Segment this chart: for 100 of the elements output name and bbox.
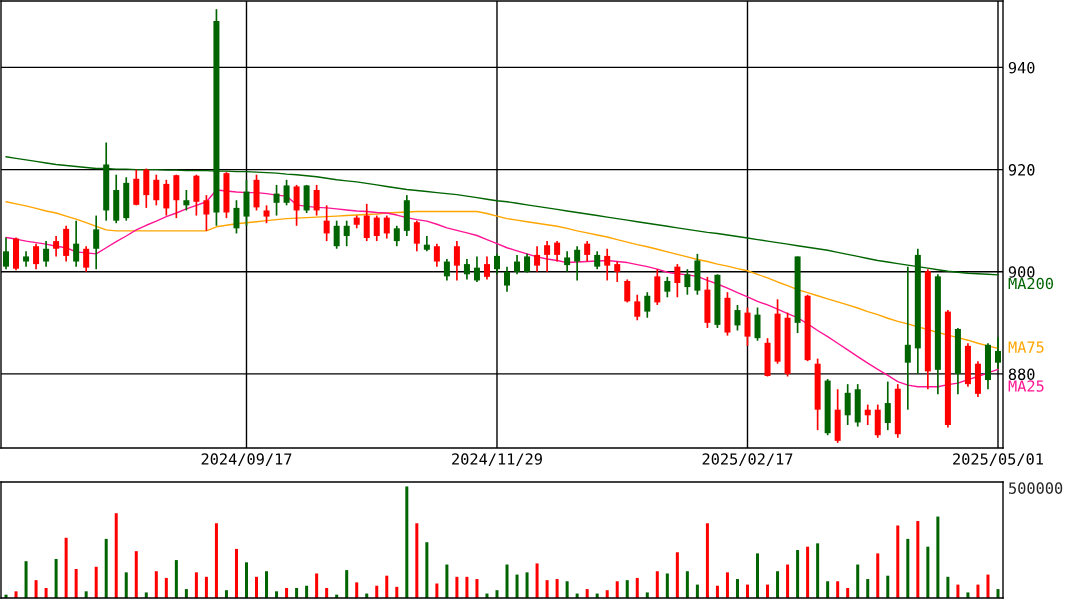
y-tick-label: 880	[1008, 368, 1035, 380]
bar	[214, 523, 218, 598]
bar	[204, 576, 208, 598]
candlestick	[73, 219, 80, 268]
bar	[886, 575, 890, 598]
bar	[756, 553, 760, 598]
bar	[776, 571, 780, 598]
y-tick-label: 920	[1008, 164, 1035, 176]
series-label: MA200	[1008, 277, 1054, 290]
bar	[505, 564, 509, 598]
bar	[134, 551, 138, 598]
bar	[956, 584, 960, 598]
bar	[866, 579, 870, 598]
bar	[625, 580, 629, 598]
bar	[826, 581, 830, 598]
bar	[224, 590, 228, 598]
bar	[385, 575, 389, 598]
bar	[675, 552, 679, 598]
bar	[325, 587, 329, 598]
candlestick	[473, 255, 480, 283]
bar	[465, 576, 469, 598]
bar	[896, 525, 900, 598]
bar	[295, 587, 299, 598]
bar	[285, 587, 289, 598]
bar	[64, 537, 68, 598]
bar	[705, 523, 709, 598]
bar	[565, 581, 569, 598]
bar	[615, 581, 619, 598]
bar	[525, 572, 529, 598]
candlestick	[43, 240, 50, 268]
bar	[605, 590, 609, 598]
x-tick-label: 2024/11/29	[452, 453, 542, 466]
candlestick	[584, 240, 591, 263]
candlestick	[333, 219, 340, 250]
bar	[445, 564, 449, 598]
bar	[856, 564, 860, 598]
bar	[735, 579, 739, 598]
candlestick	[684, 268, 691, 296]
candlestick	[93, 214, 100, 271]
candlestick	[664, 276, 671, 299]
bar	[695, 584, 699, 598]
bar	[655, 571, 659, 598]
candlestick	[493, 253, 500, 276]
candlestick	[53, 235, 60, 258]
y-tick-label: 900	[1008, 266, 1035, 278]
candlestick	[544, 240, 551, 273]
candlestick	[624, 278, 631, 304]
bar	[234, 548, 238, 598]
candlestick	[994, 336, 1001, 370]
candlestick	[383, 214, 390, 240]
x-tick-label: 2025/05/01	[953, 453, 1043, 466]
candlestick	[443, 258, 450, 282]
bar	[635, 577, 639, 598]
text: 500000	[1009, 482, 1063, 494]
bar	[796, 550, 800, 598]
bar	[455, 576, 459, 598]
bar	[495, 590, 499, 598]
x-tick-label: 2024/09/17	[201, 453, 292, 466]
bar	[836, 581, 840, 598]
candlestick	[33, 242, 40, 271]
candlestick	[514, 254, 521, 276]
candlestick	[363, 202, 370, 242]
candlestick	[504, 265, 511, 293]
candlestick	[453, 240, 460, 282]
bar	[164, 577, 168, 598]
bar	[345, 570, 349, 598]
candlestick	[754, 306, 761, 342]
bar	[475, 579, 479, 598]
bar	[315, 573, 319, 598]
bar	[154, 571, 158, 598]
bar	[745, 584, 749, 598]
candlestick	[483, 255, 490, 281]
candlestick	[674, 263, 681, 299]
bar	[936, 516, 940, 598]
bar	[244, 562, 248, 598]
bar	[425, 542, 429, 598]
candlestick	[323, 204, 330, 242]
candlestick	[433, 242, 440, 268]
candlestick	[884, 380, 891, 431]
bar	[94, 566, 98, 598]
bar	[114, 513, 118, 598]
candlestick	[844, 383, 851, 426]
candlestick	[534, 245, 541, 273]
bar	[535, 563, 539, 598]
bar	[876, 553, 880, 598]
series-label: MA25	[1008, 380, 1044, 392]
bar	[194, 572, 198, 598]
bar	[976, 584, 980, 598]
candlestick	[734, 304, 741, 332]
candlestick	[413, 219, 420, 253]
bar	[946, 576, 950, 598]
bar	[44, 587, 48, 598]
candlestick	[644, 291, 651, 319]
candlestick	[373, 214, 380, 242]
candlestick	[574, 245, 581, 282]
candlestick	[83, 245, 90, 273]
bar	[986, 574, 990, 598]
candlestick	[604, 247, 611, 282]
candlestick	[554, 240, 561, 263]
bar	[255, 576, 259, 598]
